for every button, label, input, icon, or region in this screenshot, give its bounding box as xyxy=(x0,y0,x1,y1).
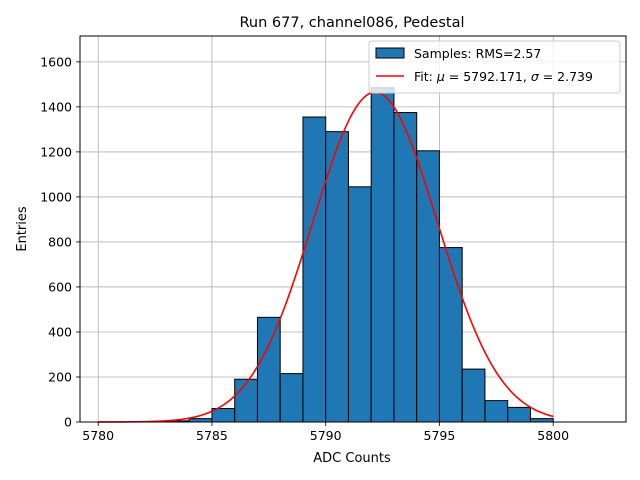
fit-curve-group xyxy=(98,91,554,423)
x-axis-label: ADC Counts xyxy=(313,451,391,466)
y-axis-ticks: 0 200 400 600 800 1000 1200 1400 1600 xyxy=(40,54,80,430)
legend-samples-label: Samples: RMS=2.57 xyxy=(414,46,541,61)
y-tick-label: 0 xyxy=(64,415,72,430)
histogram-bars xyxy=(143,87,554,423)
y-tick-label: 800 xyxy=(48,234,72,249)
histogram-bar xyxy=(325,131,349,423)
x-tick-label: 5795 xyxy=(424,428,456,443)
legend-box xyxy=(368,40,621,94)
histogram-bar xyxy=(393,112,418,423)
y-tick-label: 1400 xyxy=(40,99,72,114)
y-tick-label: 200 xyxy=(48,369,72,384)
histogram-bar xyxy=(461,368,486,423)
x-tick-label: 5790 xyxy=(310,428,342,443)
chart-title: Run 677, channel086, Pedestal xyxy=(239,15,464,31)
histogram-bar xyxy=(347,186,372,423)
legend-samples-swatch xyxy=(375,47,405,59)
legend: Samples: RMS=2.57 Fit: μ = 5792.171, σ =… xyxy=(368,40,621,94)
histogram-bar xyxy=(256,316,281,423)
y-axis-label: Entries xyxy=(15,206,30,252)
fit-curve xyxy=(98,91,554,423)
histogram-bar xyxy=(438,247,463,423)
y-tick-label: 600 xyxy=(48,279,72,294)
histogram-bar xyxy=(234,378,258,423)
x-axis-ticks: 5780 5785 5790 5795 5800 xyxy=(82,422,569,443)
y-tick-label: 400 xyxy=(48,324,72,339)
legend-fit-label: Fit: μ = 5792.171, σ = 2.739 xyxy=(414,69,593,84)
histogram-bar xyxy=(529,418,554,423)
y-tick-label: 1200 xyxy=(40,144,72,159)
histogram-bar xyxy=(484,400,509,423)
histogram-bar xyxy=(507,406,531,423)
histogram-bar xyxy=(279,373,304,423)
histogram-bar xyxy=(188,418,213,423)
plot-area-frame xyxy=(79,35,627,423)
histogram-bar xyxy=(302,116,327,423)
x-tick-label: 5800 xyxy=(537,428,569,443)
y-tick-label: 1000 xyxy=(40,189,72,204)
x-tick-label: 5780 xyxy=(82,428,114,443)
x-tick-label: 5785 xyxy=(196,428,228,443)
histogram-bar xyxy=(370,87,395,423)
y-tick-label: 1600 xyxy=(40,54,72,69)
